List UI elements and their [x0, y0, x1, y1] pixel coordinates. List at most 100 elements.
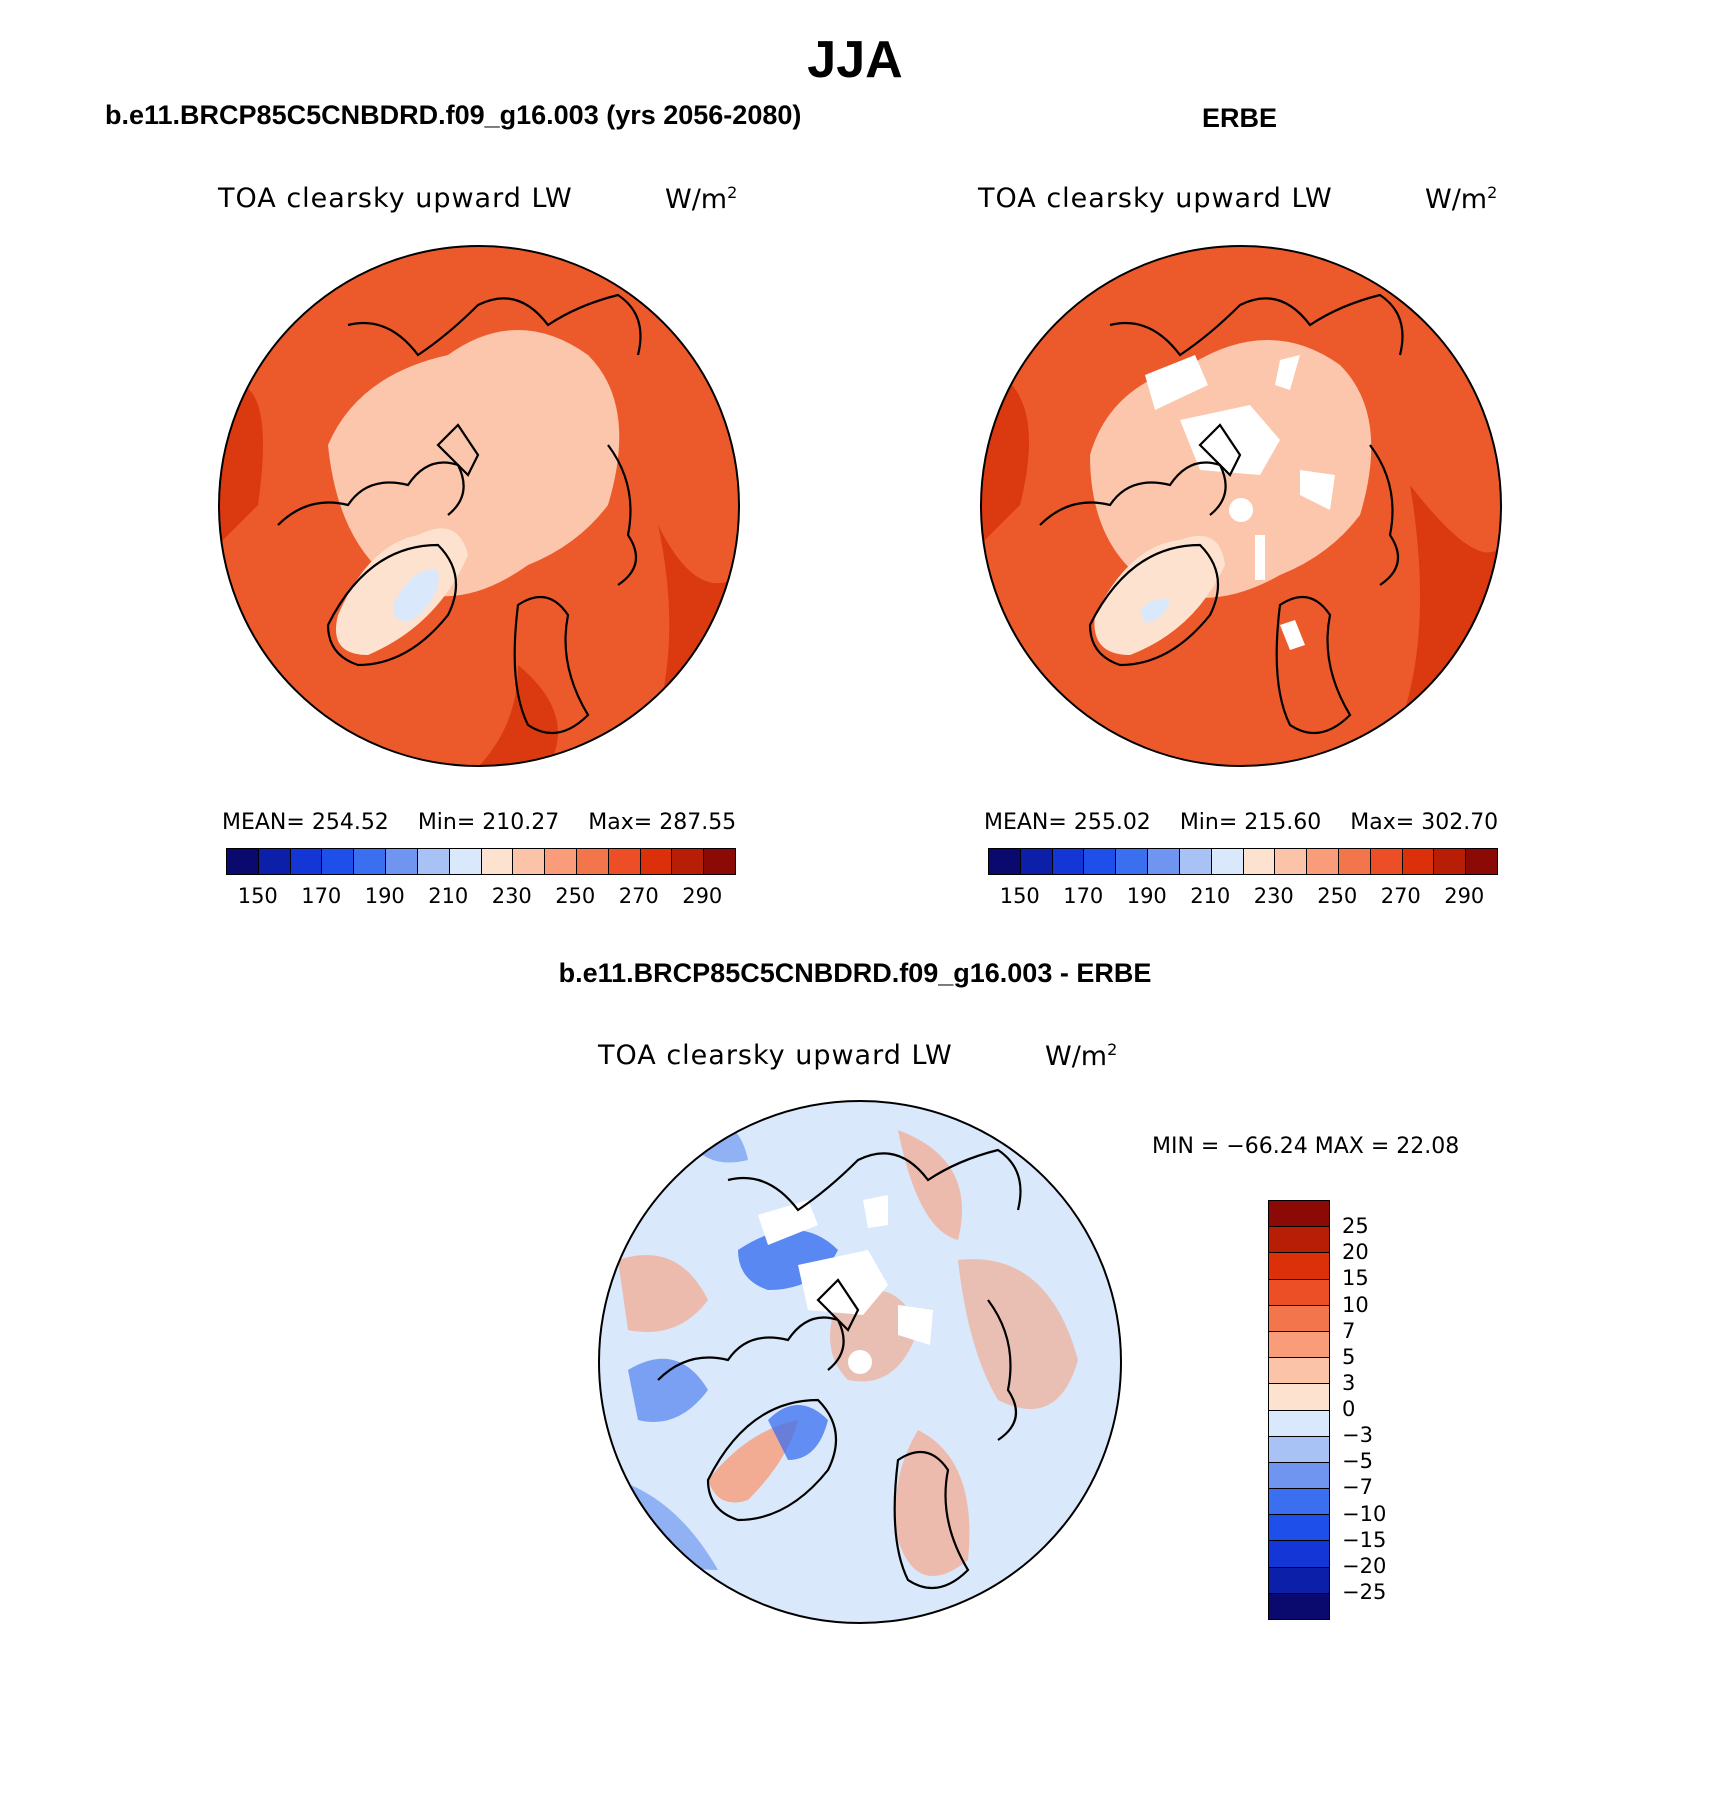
- figure-title: JJA: [807, 31, 903, 89]
- colorbar-swatch: [227, 849, 258, 874]
- colorbar-swatch: [321, 849, 354, 874]
- colorbar-swatch: [512, 849, 545, 874]
- colorbar-swatch: [1306, 849, 1338, 874]
- colorbar-swatch: [1269, 1226, 1329, 1253]
- colorbar-swatch: [1269, 1409, 1329, 1436]
- colorbar-swatch: [1178, 849, 1211, 874]
- colorbar-swatch: [1269, 1566, 1329, 1593]
- obs-polar-map: [980, 245, 1502, 767]
- model-stats: MEAN= 254.52 Min= 210.27 Max= 287.55: [222, 810, 737, 835]
- colorbar-tick-label: 25: [1342, 1214, 1369, 1239]
- obs-units-label: W/m2: [1425, 183, 1498, 215]
- colorbar-tick-label: 190: [364, 884, 405, 908]
- colorbar-swatch: [607, 849, 640, 874]
- colorbar-tick-label: 150: [237, 884, 278, 908]
- colorbar-swatch: [1269, 1435, 1329, 1462]
- obs-colorbar-labels: 150 170 190 210 230 250 270 290: [988, 884, 1496, 910]
- colorbar-swatch: [1269, 1383, 1329, 1410]
- colorbar-tick-label: 270: [618, 884, 659, 908]
- colorbar-swatch: [1269, 1592, 1329, 1619]
- colorbar-tick-label: 5: [1342, 1344, 1356, 1369]
- diff-panel-title: b.e11.BRCP85C5CNBDRD.f09_g16.003 - ERBE: [558, 958, 1152, 988]
- colorbar-tick-label: 230: [491, 884, 532, 908]
- colorbar-swatch: [1115, 849, 1148, 874]
- obs-map-fill: [981, 246, 1501, 766]
- colorbar-tick-label: 270: [1380, 884, 1421, 908]
- obs-panel-title: ERBE: [1202, 103, 1278, 133]
- colorbar-tick-label: 210: [428, 884, 469, 908]
- colorbar-tick-label: −25: [1342, 1579, 1387, 1604]
- colorbar-swatch: [1269, 1252, 1329, 1279]
- colorbar-swatch: [1269, 1488, 1329, 1515]
- colorbar-tick-label: −3: [1342, 1423, 1373, 1448]
- colorbar-swatch: [353, 849, 386, 874]
- colorbar-tick-label: 170: [1063, 884, 1104, 908]
- colorbar-tick-label: 230: [1253, 884, 1294, 908]
- colorbar-swatch: [1242, 849, 1275, 874]
- colorbar-swatch: [1269, 1514, 1329, 1541]
- colorbar-tick-label: 0: [1342, 1397, 1356, 1421]
- diff-polar-map: [598, 1100, 1122, 1624]
- colorbar-swatch: [480, 849, 513, 874]
- colorbar-swatch: [1269, 1540, 1329, 1567]
- colorbar-tick-label: 170: [301, 884, 342, 908]
- model-variable-label: TOA clearsky upward LW: [218, 183, 573, 214]
- model-panel-title: b.e11.BRCP85C5CNBDRD.f09_g16.003 (yrs 20…: [105, 100, 802, 130]
- colorbar-tick-label: 150: [999, 884, 1040, 908]
- colorbar-swatch: [1269, 1330, 1329, 1358]
- colorbar-tick-label: 210: [1190, 884, 1231, 908]
- colorbar-swatch: [575, 849, 608, 874]
- diff-minmax: MIN = −66.24 MAX = 22.08: [1152, 1134, 1460, 1159]
- colorbar-tick-label: 250: [555, 884, 596, 908]
- obs-coastlines: [1039, 293, 1404, 735]
- diff-variable-label: TOA clearsky upward LW: [598, 1040, 953, 1071]
- colorbar-swatch: [1269, 1278, 1329, 1305]
- colorbar-swatch: [703, 849, 735, 874]
- colorbar-swatch: [1083, 849, 1116, 874]
- colorbar-swatch: [1433, 849, 1466, 874]
- colorbar-tick-label: −20: [1342, 1553, 1387, 1578]
- colorbar-tick-label: 7: [1342, 1318, 1356, 1343]
- colorbar-swatch: [1051, 849, 1084, 874]
- diff-coastlines: [657, 1148, 1022, 1590]
- colorbar-tick-label: 3: [1342, 1370, 1356, 1395]
- colorbar-swatch: [448, 849, 481, 874]
- colorbar-swatch: [1465, 849, 1497, 874]
- model-colorbar-labels: 150 170 190 210 230 250 270 290: [226, 884, 734, 910]
- colorbar-swatch: [1147, 849, 1179, 874]
- colorbar-tick-label: −5: [1342, 1449, 1373, 1474]
- colorbar-swatch: [1401, 849, 1434, 874]
- obs-stats: MEAN= 255.02 Min= 215.60 Max= 302.70: [984, 810, 1499, 835]
- diff-colorbar-labels: 25 20 15 10 7 5 3 0 −3 −5 −7 −10 −15 −20 −25: [1342, 1200, 1442, 1618]
- colorbar-swatch: [1269, 1461, 1329, 1489]
- colorbar-swatch: [385, 849, 417, 874]
- colorbar-tick-label: −15: [1342, 1527, 1387, 1552]
- diff-map-fill: [599, 1101, 1121, 1623]
- model-map-fill: [219, 246, 739, 766]
- colorbar-swatch: [1369, 849, 1402, 874]
- colorbar-swatch: [989, 849, 1020, 874]
- colorbar-swatch: [257, 849, 290, 874]
- obs-colorbar: [988, 848, 1498, 875]
- colorbar-swatch: [1269, 1201, 1329, 1227]
- colorbar-tick-label: −7: [1342, 1475, 1373, 1500]
- model-units-label: W/m2: [665, 183, 738, 215]
- colorbar-tick-label: 290: [1444, 884, 1485, 908]
- colorbar-swatch: [1210, 849, 1243, 874]
- colorbar-tick-label: 190: [1126, 884, 1167, 908]
- obs-variable-label: TOA clearsky upward LW: [978, 183, 1333, 214]
- colorbar-tick-label: 10: [1342, 1292, 1369, 1317]
- colorbar-swatch: [1269, 1304, 1329, 1331]
- model-colorbar: [226, 848, 736, 875]
- colorbar-tick-label: 20: [1342, 1240, 1369, 1265]
- colorbar-swatch: [544, 849, 576, 874]
- colorbar-tick-label: 15: [1342, 1266, 1369, 1291]
- diff-units-label: W/m2: [1045, 1040, 1118, 1072]
- colorbar-swatch: [416, 849, 449, 874]
- colorbar-tick-label: 290: [682, 884, 723, 908]
- diff-colorbar: [1268, 1200, 1330, 1620]
- colorbar-swatch: [1019, 849, 1052, 874]
- colorbar-tick-label: 250: [1317, 884, 1358, 908]
- colorbar-swatch: [1274, 849, 1307, 874]
- model-polar-map: [218, 245, 740, 767]
